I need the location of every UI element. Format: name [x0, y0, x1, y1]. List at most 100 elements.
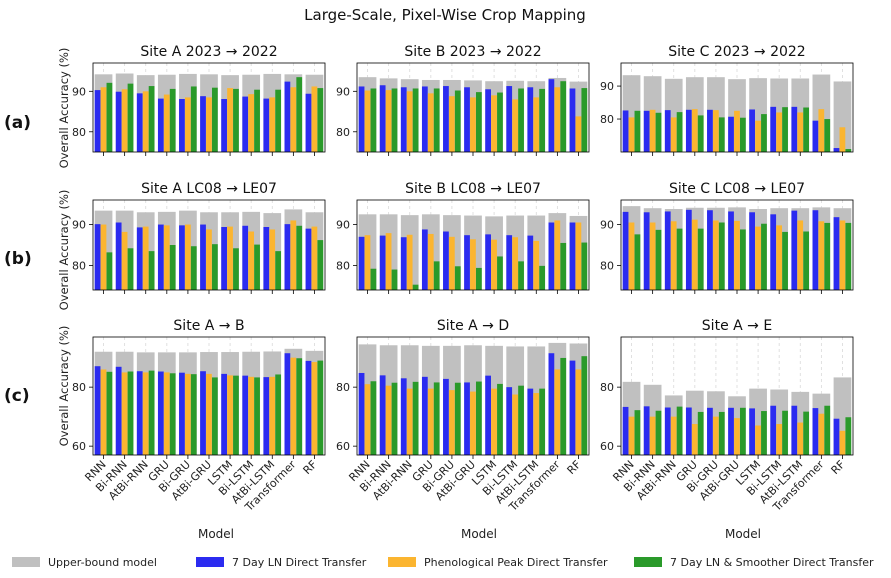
bar-peak — [776, 112, 783, 152]
bar-ln7 — [358, 236, 365, 290]
bar-ln7 — [284, 353, 291, 455]
bar-peak — [491, 388, 497, 455]
bar-ln7 — [548, 222, 555, 290]
bar-peak — [712, 416, 719, 455]
bar-peak — [227, 375, 233, 455]
bar-ln7 — [179, 225, 185, 290]
bar-ln7 — [485, 375, 491, 455]
bar-peak — [385, 90, 392, 152]
bar-peak — [554, 220, 561, 290]
bar-ln7 — [94, 366, 101, 455]
bar-smooth — [475, 92, 482, 152]
bar-ln7 — [263, 98, 270, 152]
bar-smooth — [454, 382, 461, 455]
x-tick-label: RF — [300, 458, 319, 477]
bar-peak — [670, 416, 677, 455]
bar-ln7 — [685, 109, 692, 152]
bar-peak — [248, 376, 255, 455]
bar-smooth — [718, 222, 725, 290]
bar-ln7 — [643, 212, 650, 290]
bar-smooth — [296, 77, 303, 152]
bar-ln7 — [464, 382, 470, 455]
bar-peak — [818, 109, 825, 152]
y-tick-label: 90 — [336, 219, 350, 232]
bar-peak — [311, 362, 318, 455]
bar-peak — [734, 220, 740, 290]
bar-peak — [470, 391, 476, 455]
bar-peak — [839, 430, 846, 455]
legend-swatch-smooth — [634, 557, 662, 567]
panel-3: 80 90 Site C 2023 → 2022 — [600, 44, 854, 156]
bar-smooth — [370, 268, 377, 290]
bar-peak — [227, 88, 233, 152]
bar-smooth — [454, 266, 461, 290]
bar-smooth — [148, 251, 155, 290]
bar-peak — [311, 86, 318, 152]
bar-peak — [533, 240, 540, 290]
figure-title: Large-Scale, Pixel-Wise Crop Mapping — [304, 6, 586, 24]
bar-ln7 — [643, 110, 650, 152]
bar-ln7 — [770, 405, 777, 455]
bar-ln7 — [94, 224, 101, 290]
bar-ln7 — [685, 209, 692, 290]
bar-smooth — [190, 246, 197, 290]
bar-smooth — [634, 110, 641, 152]
bar-peak — [533, 97, 540, 152]
bar-peak — [385, 233, 392, 290]
bar-peak — [491, 95, 497, 152]
x-axis-label-col-3: Model — [725, 527, 761, 541]
bar-ln7 — [707, 210, 713, 290]
bar-ln7 — [242, 96, 249, 152]
bar-smooth — [412, 88, 419, 152]
bar-smooth — [275, 374, 282, 455]
bar-smooth — [676, 112, 683, 152]
bar-smooth — [676, 406, 683, 455]
bar-smooth — [317, 360, 324, 455]
bar-peak — [755, 226, 761, 290]
bar-smooth — [233, 88, 239, 152]
bar-smooth — [518, 88, 524, 152]
legend-label-smooth: 7 Day LN & Smoother Direct Transfer — [670, 556, 874, 569]
bar-peak — [734, 110, 740, 152]
bar-peak — [100, 369, 107, 455]
bar-ln7 — [749, 212, 755, 290]
bar-peak — [121, 372, 128, 455]
bar-peak — [818, 221, 825, 290]
bar-smooth — [475, 381, 482, 455]
legend-label-peak: Phenological Peak Direct Transfer — [424, 556, 608, 569]
bar-ln7 — [569, 88, 576, 152]
bar-ln7 — [485, 234, 491, 290]
y-tick-label: 80 — [72, 259, 86, 272]
bar-ln7 — [379, 85, 386, 152]
bar-ln7 — [464, 87, 470, 152]
bar-peak — [755, 120, 761, 152]
y-tick-label: 80 — [72, 381, 86, 394]
bar-ln7 — [443, 231, 449, 290]
bar-ln7 — [400, 87, 407, 152]
bar-ln7 — [506, 235, 513, 290]
bar-peak — [670, 117, 677, 152]
bar-peak — [206, 373, 212, 455]
bar-smooth — [233, 375, 239, 455]
bar-ln7 — [179, 372, 185, 455]
bar-ln7 — [421, 86, 428, 152]
y-axis-label-row-a: Overall Accuracy (%) — [57, 48, 71, 169]
bar-smooth — [718, 411, 725, 455]
bar-smooth — [581, 242, 588, 290]
bar-smooth — [803, 411, 810, 455]
bar-smooth — [497, 256, 503, 290]
bar-ln7 — [358, 86, 365, 152]
bar-smooth — [676, 228, 683, 290]
bar-smooth — [296, 358, 303, 455]
bar-peak — [142, 372, 149, 455]
bar-peak — [691, 424, 698, 455]
x-axis-label-col-2: Model — [461, 527, 497, 541]
bar-smooth — [433, 382, 440, 455]
bar-peak — [163, 225, 170, 290]
legend-swatch-peak — [388, 557, 416, 567]
bar-ln7 — [569, 360, 576, 455]
bar-smooth — [560, 81, 567, 152]
bar-smooth — [761, 223, 767, 290]
bar-smooth — [581, 356, 588, 455]
bar-smooth — [782, 231, 788, 290]
